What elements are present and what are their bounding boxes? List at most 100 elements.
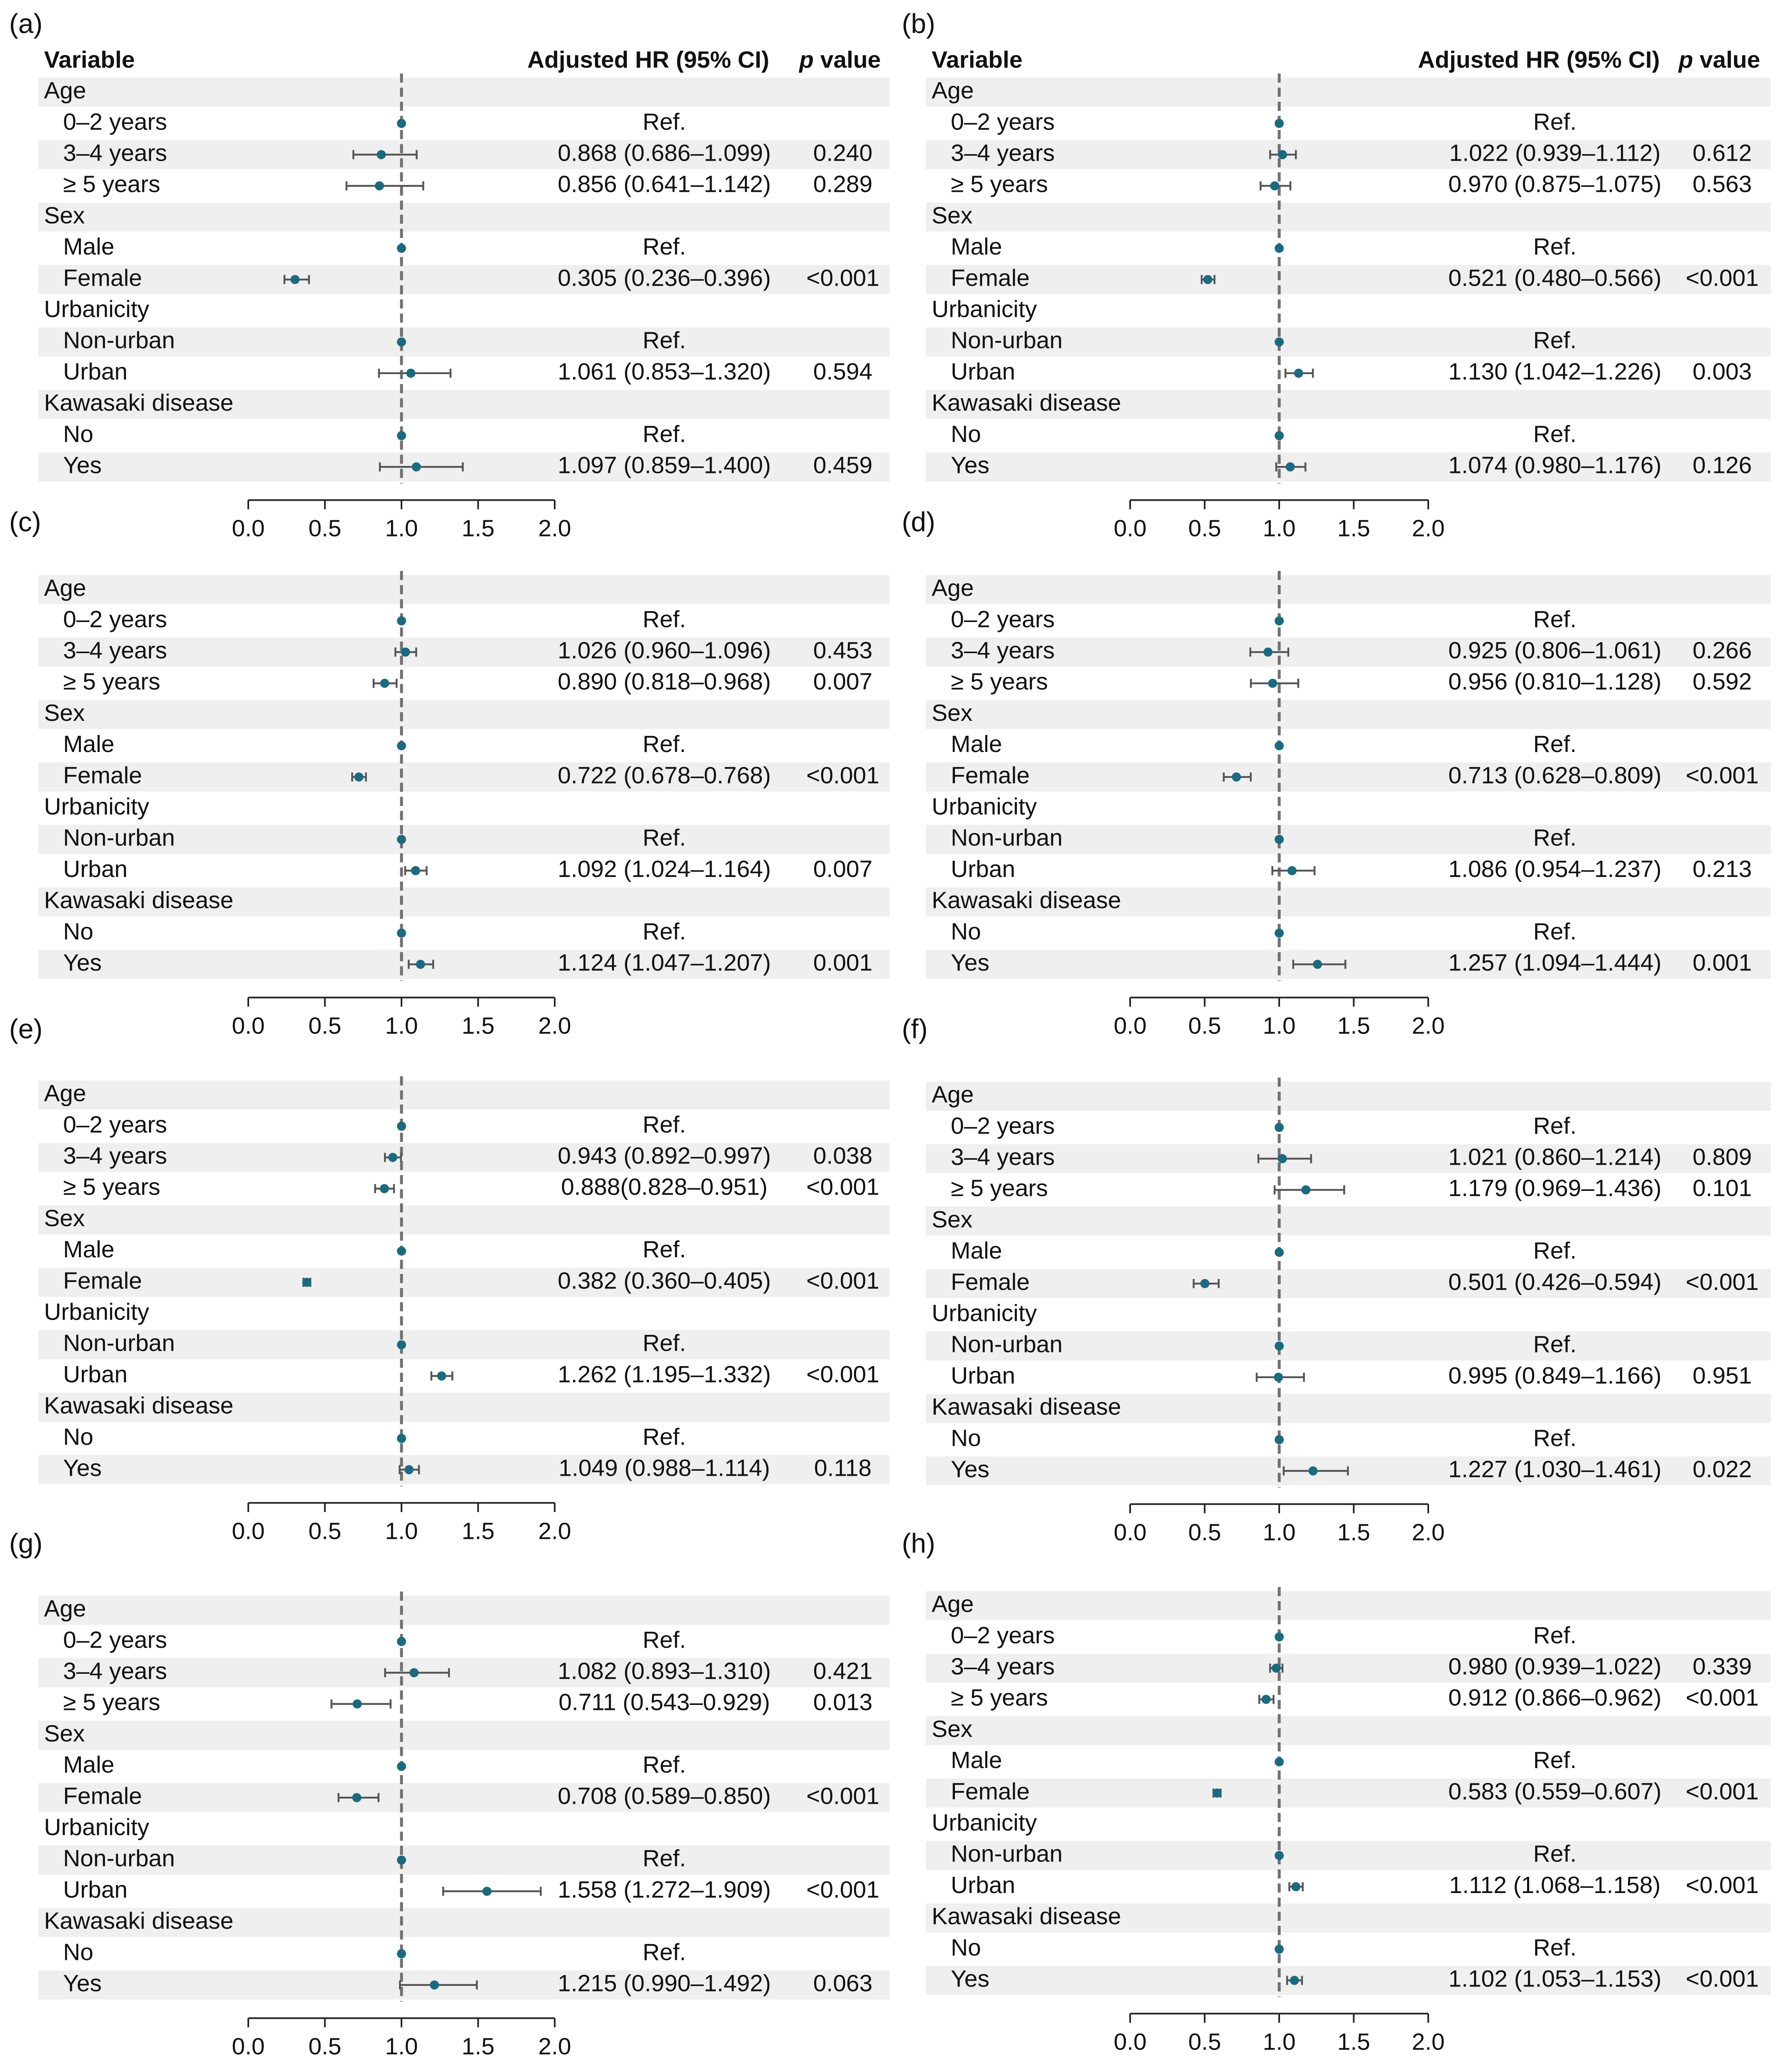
hr-point (397, 928, 406, 938)
p-value: <0.001 (806, 1783, 879, 1809)
hr-value: Ref. (643, 1236, 686, 1263)
row-label: No (951, 1425, 981, 1451)
p-value: 0.240 (813, 140, 873, 166)
hr-point (397, 337, 406, 347)
p-value: 0.013 (813, 1689, 873, 1716)
hr-point (1270, 181, 1280, 191)
hr-value: 1.061 (0.853–1.320) (558, 358, 771, 385)
x-tick-label: 1.0 (1263, 515, 1295, 541)
row-label: No (951, 421, 981, 447)
row-band (38, 327, 890, 357)
hr-value: 0.890 (0.818–0.968) (558, 669, 771, 695)
row-label: 0–2 years (63, 1626, 167, 1653)
panel-label: (c) (9, 506, 41, 537)
x-tick-label: 1.5 (1337, 1012, 1370, 1039)
row-band (926, 575, 1771, 604)
row-band (926, 1082, 1771, 1111)
group-label: Age (44, 1080, 86, 1107)
hr-point (1275, 1248, 1284, 1257)
hr-value: Ref. (1533, 1841, 1577, 1867)
row-band (926, 1716, 1771, 1745)
group-label: Sex (44, 202, 85, 229)
hr-point (1287, 866, 1297, 875)
group-label: Urbanicity (932, 296, 1037, 322)
hr-value: Ref. (643, 1423, 686, 1450)
row-label: Yes (951, 1965, 989, 1992)
row-band (38, 887, 890, 916)
hr-value: Ref. (1533, 108, 1577, 135)
p-value: 0.339 (1693, 1653, 1752, 1680)
hr-point (397, 1762, 406, 1771)
row-band (38, 1908, 890, 1937)
x-tick-label: 0.0 (232, 515, 264, 541)
group-label: Urbanicity (932, 1300, 1037, 1326)
hr-point (1263, 647, 1273, 657)
hr-value: Ref. (1533, 1331, 1577, 1358)
hr-value: Ref. (643, 1939, 686, 1965)
row-label: Urban (951, 856, 1015, 882)
row-band (38, 78, 890, 107)
x-tick-label: 1.0 (1263, 1519, 1295, 1545)
header-variable: Variable (44, 47, 135, 73)
hr-point (354, 772, 364, 782)
row-band (38, 1393, 890, 1422)
group-label: Urbanicity (932, 793, 1037, 820)
row-label: Non-urban (63, 1845, 175, 1872)
hr-value: Ref. (1533, 1747, 1577, 1773)
row-label: Yes (63, 452, 102, 478)
x-tick-label: 1.5 (1337, 515, 1370, 541)
hr-value: Ref. (1533, 918, 1577, 945)
hr-point (1271, 1663, 1281, 1673)
hr-value: 1.086 (0.954–1.237) (1448, 856, 1661, 882)
hr-point (397, 741, 406, 750)
p-value: <0.001 (1686, 762, 1759, 789)
p-value: <0.001 (806, 1174, 879, 1200)
row-band (38, 637, 890, 667)
x-tick-label: 2.0 (1412, 2028, 1444, 2055)
row-band (926, 390, 1771, 419)
row-label: Female (63, 265, 142, 291)
row-label: Female (951, 265, 1030, 291)
x-tick-label: 0.0 (1114, 1519, 1146, 1545)
group-label: Kawasaki disease (932, 389, 1121, 416)
hr-point (397, 1434, 406, 1443)
p-value: 0.563 (1693, 171, 1752, 198)
row-label: Urban (951, 358, 1015, 385)
row-band (926, 1206, 1771, 1236)
row-label: ≥ 5 years (63, 1689, 160, 1716)
group-label: Sex (44, 1205, 85, 1232)
x-tick-label: 1.5 (1337, 2028, 1370, 2055)
hr-value: 1.130 (1.042–1.226) (1448, 358, 1661, 385)
row-label: 3–4 years (951, 1144, 1055, 1170)
hr-value: Ref. (643, 108, 686, 135)
group-label: Kawasaki disease (44, 1392, 233, 1419)
hr-value: 0.888(0.828–0.951) (561, 1174, 768, 1200)
row-band (38, 1268, 890, 1297)
forest-panel-a: (a)Variable Adjusted HR (95% CI) p value Ag… (9, 8, 890, 541)
row-label: ≥ 5 years (951, 669, 1048, 695)
p-value: <0.001 (1686, 1685, 1759, 1711)
row-band (926, 1966, 1771, 1995)
row-band (926, 265, 1771, 294)
x-tick-label: 0.5 (1188, 1519, 1221, 1545)
group-label: Urbanicity (44, 1298, 149, 1325)
x-tick-label: 0.5 (1188, 515, 1221, 541)
hr-point (404, 1465, 414, 1474)
hr-point (1275, 1435, 1284, 1445)
row-band (926, 637, 1771, 667)
hr-value: Ref. (1533, 1622, 1577, 1648)
x-tick-label: 1.5 (462, 1518, 494, 1544)
hr-point (437, 1371, 446, 1381)
group-label: Kawasaki disease (932, 887, 1121, 914)
hr-value: 0.856 (0.641–1.142) (558, 171, 771, 198)
forest-panel-c: (c) Age 0–2 years Ref. 3–4 years 1.026 (0.960… (9, 506, 890, 1039)
hr-value: Ref. (643, 918, 686, 945)
header-p-value: p value (798, 47, 881, 73)
x-tick-label: 2.0 (1412, 1012, 1444, 1039)
p-value: <0.001 (806, 1361, 879, 1388)
group-label: Age (932, 77, 974, 104)
p-value: 0.612 (1693, 140, 1752, 166)
hr-value: Ref. (1533, 1237, 1577, 1264)
p-value: 0.001 (1693, 949, 1752, 976)
row-label: 3–4 years (63, 140, 167, 166)
